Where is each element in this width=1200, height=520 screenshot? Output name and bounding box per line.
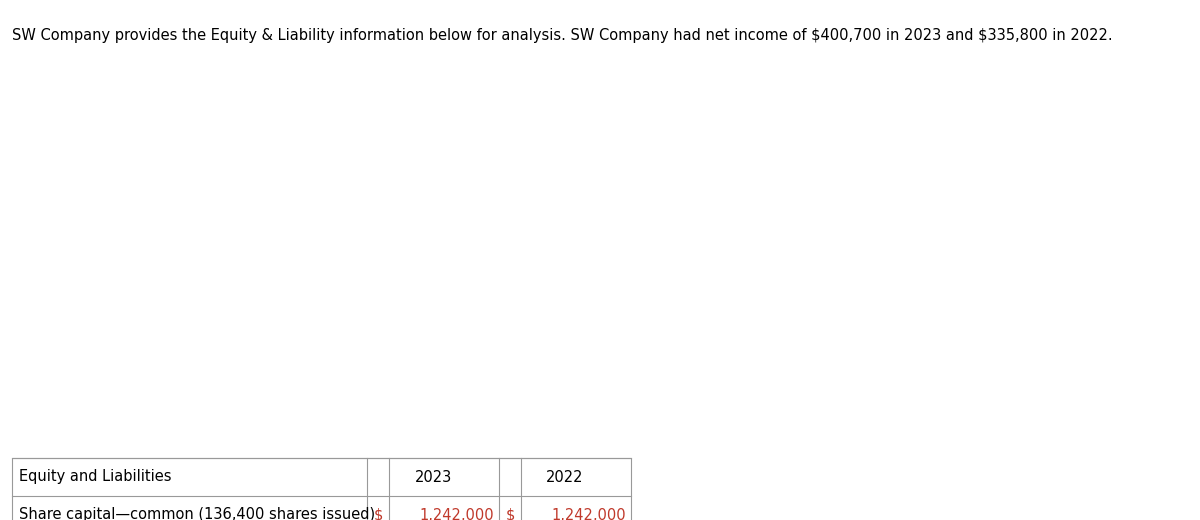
Text: Share capital—common (136,400 shares issued): Share capital—common (136,400 shares iss… — [19, 508, 376, 520]
Text: 1,242,000: 1,242,000 — [419, 508, 494, 520]
Text: 1,242,000: 1,242,000 — [551, 508, 626, 520]
Text: SW Company provides the Equity & Liability information below for analysis. SW Co: SW Company provides the Equity & Liabili… — [12, 28, 1112, 43]
Text: \$: \$ — [505, 508, 515, 520]
Bar — [12, 458, 631, 520]
Text: 2023: 2023 — [414, 470, 451, 485]
Text: Equity and Liabilities: Equity and Liabilities — [19, 470, 172, 485]
Text: \$: \$ — [373, 508, 383, 520]
Text: 2022: 2022 — [546, 470, 583, 485]
